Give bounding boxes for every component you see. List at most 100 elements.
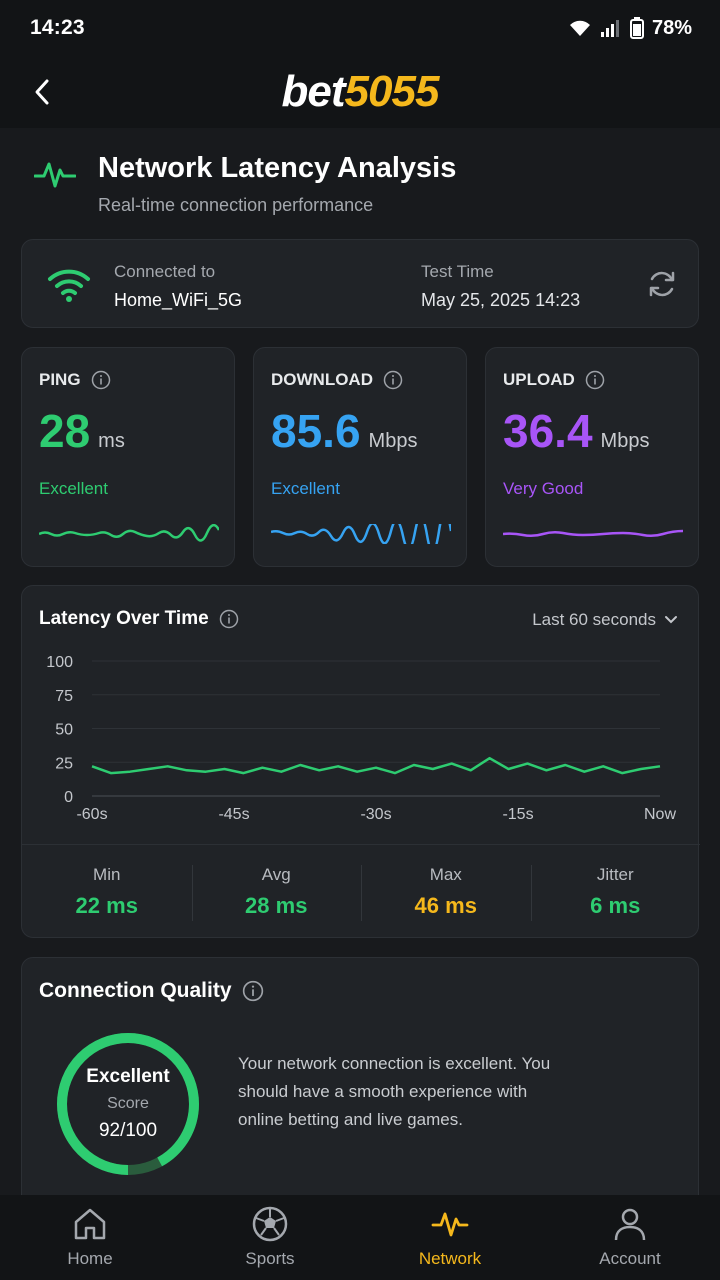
quality-score-gauge: Excellent Score 92/100 bbox=[53, 1029, 203, 1179]
chevron-down-icon bbox=[665, 616, 677, 624]
latency-series-line bbox=[91, 756, 661, 775]
download-sparkline bbox=[271, 524, 451, 544]
stat-value: 46 ms bbox=[414, 893, 477, 918]
nav-item-sports[interactable]: Sports bbox=[180, 1195, 360, 1280]
time-range-label: Last 60 seconds bbox=[532, 610, 656, 629]
wifi-icon bbox=[48, 269, 90, 302]
gauge-progress-arc bbox=[57, 1033, 199, 1175]
connected-to-label: Connected to bbox=[114, 262, 216, 281]
chart-title-row: Latency Over Time bbox=[39, 608, 239, 630]
soccer-ball-icon bbox=[252, 1206, 288, 1242]
bottom-nav: Home Sports Network Account bbox=[0, 1195, 720, 1280]
latency-chart: 100 75 50 25 0 -60s -45s -30s -15s Now bbox=[46, 654, 676, 823]
upload-sparkline bbox=[503, 529, 683, 538]
ping-rating: Excellent bbox=[39, 479, 108, 498]
info-icon[interactable] bbox=[383, 370, 403, 390]
metric-label: DOWNLOAD bbox=[271, 370, 373, 389]
nav-label: Network bbox=[418, 1249, 482, 1268]
page-title: Network Latency Analysis bbox=[98, 152, 457, 184]
metric-label: PING bbox=[39, 370, 81, 389]
app-header: bet5055 bbox=[0, 56, 720, 128]
metric-header: DOWNLOAD bbox=[271, 370, 403, 390]
chevron-left-icon bbox=[35, 79, 49, 105]
quality-title-row: Connection Quality bbox=[39, 979, 264, 1003]
latency-stats: Min 22 ms Avg 28 ms Max 46 ms Jitter 6 m… bbox=[22, 844, 700, 939]
y-tick-label: 25 bbox=[55, 755, 73, 772]
score-label: Score bbox=[107, 1095, 149, 1112]
nav-label: Account bbox=[599, 1249, 661, 1268]
quality-title: Connection Quality bbox=[39, 979, 232, 1002]
user-icon bbox=[614, 1208, 646, 1241]
stat-label: Avg bbox=[261, 865, 291, 884]
download-value: 85.6 bbox=[271, 405, 361, 457]
download-unit: Mbps bbox=[368, 430, 418, 452]
info-icon[interactable] bbox=[91, 370, 111, 390]
score-value: 92/100 bbox=[98, 1120, 158, 1141]
ping-sparkline bbox=[39, 524, 219, 542]
stat-jitter: Jitter 6 ms bbox=[530, 845, 701, 939]
info-icon[interactable] bbox=[242, 980, 264, 1002]
stat-value: 6 ms bbox=[590, 893, 641, 918]
info-icon[interactable] bbox=[219, 609, 239, 629]
page-title-section: Network Latency Analysis Real-time conne… bbox=[34, 148, 694, 218]
metric-label: UPLOAD bbox=[503, 370, 575, 389]
stat-avg: Avg 28 ms bbox=[191, 845, 362, 939]
metric-value-row: 36.4 Mbps bbox=[503, 408, 649, 454]
nav-item-network[interactable]: Network bbox=[360, 1195, 540, 1280]
stat-max: Max 46 ms bbox=[361, 845, 531, 939]
connection-quality-card: Connection Quality Excellent Score 92/10… bbox=[21, 957, 699, 1197]
info-icon[interactable] bbox=[585, 370, 605, 390]
ping-card[interactable]: PING 28 ms Excellent bbox=[21, 347, 235, 567]
y-tick-label: 100 bbox=[46, 654, 73, 671]
pulse-icon bbox=[431, 1212, 469, 1237]
test-time-label: Test Time bbox=[421, 262, 494, 281]
nav-label: Home bbox=[67, 1249, 113, 1268]
back-button[interactable] bbox=[26, 72, 58, 112]
metric-header: UPLOAD bbox=[503, 370, 605, 390]
y-tick-label: 0 bbox=[64, 789, 73, 806]
quality-description: Your network connection is excellent. Yo… bbox=[238, 1054, 551, 1129]
refresh-icon[interactable] bbox=[646, 268, 678, 300]
x-tick-label: -15s bbox=[502, 806, 533, 823]
wifi-status-icon bbox=[569, 20, 590, 36]
time-range-select[interactable]: Last 60 seconds bbox=[532, 610, 678, 630]
logo-text-primary: bet bbox=[281, 67, 346, 116]
metric-value-row: 28 ms bbox=[39, 408, 125, 454]
nav-label: Sports bbox=[245, 1249, 295, 1268]
y-tick-label: 75 bbox=[55, 688, 73, 705]
pulse-icon bbox=[34, 162, 76, 188]
gauge-text: Excellent Score 92/100 bbox=[53, 1029, 203, 1179]
metric-header: PING bbox=[39, 370, 111, 390]
status-time: 14:23 bbox=[30, 16, 85, 39]
page-subtitle: Real-time connection performance bbox=[98, 195, 374, 215]
home-icon bbox=[74, 1208, 106, 1240]
nav-item-account[interactable]: Account bbox=[540, 1195, 720, 1280]
metric-value-row: 85.6 Mbps bbox=[271, 408, 417, 454]
stat-value: 22 ms bbox=[75, 893, 138, 918]
x-tick-label: Now bbox=[644, 806, 676, 823]
x-tick-label: -60s bbox=[76, 806, 107, 823]
stat-value: 28 ms bbox=[245, 893, 308, 918]
nav-item-home[interactable]: Home bbox=[0, 1195, 180, 1280]
signal-icon bbox=[600, 20, 619, 37]
latency-chart-card: Latency Over Time Last 60 seconds 100 75 5… bbox=[21, 585, 700, 939]
x-tick-label: -30s bbox=[360, 806, 391, 823]
logo-text-accent: 5055 bbox=[344, 67, 440, 116]
upload-rating: Very Good bbox=[503, 479, 584, 498]
stat-min: Min 22 ms bbox=[22, 845, 192, 939]
connection-card: Connected to Home_WiFi_5G Test Time May … bbox=[21, 239, 699, 328]
upload-unit: Mbps bbox=[600, 430, 650, 452]
ping-value: 28 bbox=[39, 405, 91, 457]
battery-percent: 78% bbox=[651, 16, 692, 39]
upload-value: 36.4 bbox=[503, 405, 593, 457]
chart-title: Latency Over Time bbox=[39, 608, 209, 629]
download-rating: Excellent bbox=[271, 479, 340, 498]
stat-label: Min bbox=[93, 865, 121, 884]
download-card[interactable]: DOWNLOAD 85.6 Mbps Excellent bbox=[253, 347, 467, 567]
upload-card[interactable]: UPLOAD 36.4 Mbps Very Good bbox=[485, 347, 699, 567]
y-tick-label: 50 bbox=[55, 722, 73, 739]
test-time-value: May 25, 2025 14:23 bbox=[421, 290, 581, 310]
stat-label: Jitter bbox=[596, 865, 634, 884]
network-name: Home_WiFi_5G bbox=[114, 290, 243, 310]
quality-rating: Excellent bbox=[86, 1066, 170, 1087]
